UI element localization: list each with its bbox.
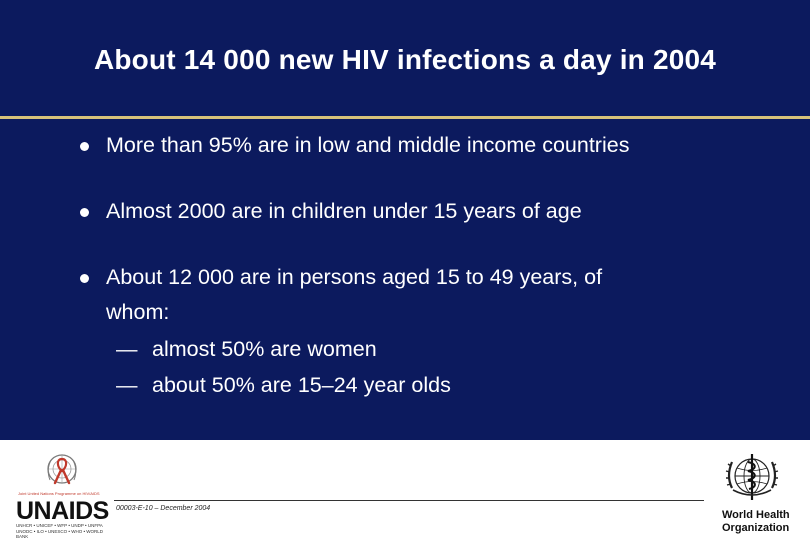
sub-bullet-text: about 50% are 15–24 year olds <box>152 373 451 397</box>
bullet-dot-icon <box>80 208 89 217</box>
bullet-dot-icon <box>80 142 89 151</box>
unaids-wordmark: UNAIDS <box>16 497 109 525</box>
footer-code: 00003-E-10 – December 2004 <box>116 505 211 512</box>
who-name-line: World Health <box>722 509 790 521</box>
unaids-tagline: Joint United Nations Programme on HIV/AI… <box>18 491 100 496</box>
unaids-sponsors-line: UNHCR • UNICEF • WFP • UNDP • UNFPA <box>16 523 103 528</box>
bullet-text-line: About 12 000 are in persons aged 15 to 4… <box>106 265 603 289</box>
sub-bullet-item: — almost 50% are women <box>116 331 377 367</box>
bullet-text: Almost 2000 are in children under 15 yea… <box>106 199 582 223</box>
unaids-emblem-icon <box>47 454 77 485</box>
footer-divider <box>114 500 704 501</box>
unaids-sponsors-line: UNODC • ILO • UNESCO • WHO • WORLD BANK <box>16 529 104 539</box>
sub-bullet-dash: — <box>116 373 138 397</box>
sub-bullet-dash: — <box>116 337 138 361</box>
bullet-dot-icon <box>80 274 89 283</box>
slide-main-panel: About 14 000 new HIV infections a day in… <box>0 0 810 440</box>
who-emblem-icon <box>725 454 779 500</box>
bullet-text: More than 95% are in low and middle inco… <box>106 133 630 157</box>
who-logo: World Health Organization <box>716 450 806 536</box>
unaids-logo: Joint United Nations Programme on HIV/AI… <box>14 450 110 539</box>
slide-title: About 14 000 new HIV infections a day in… <box>93 44 717 75</box>
sub-bullet-text: almost 50% are women <box>152 337 377 361</box>
who-name-line: Organization <box>722 522 790 534</box>
sub-bullet-item: — about 50% are 15–24 year olds <box>116 367 451 403</box>
title-divider <box>0 116 810 119</box>
bullet-text-line: whom: <box>106 300 170 324</box>
bullet-list: More than 95% are in low and middle inco… <box>80 133 630 403</box>
